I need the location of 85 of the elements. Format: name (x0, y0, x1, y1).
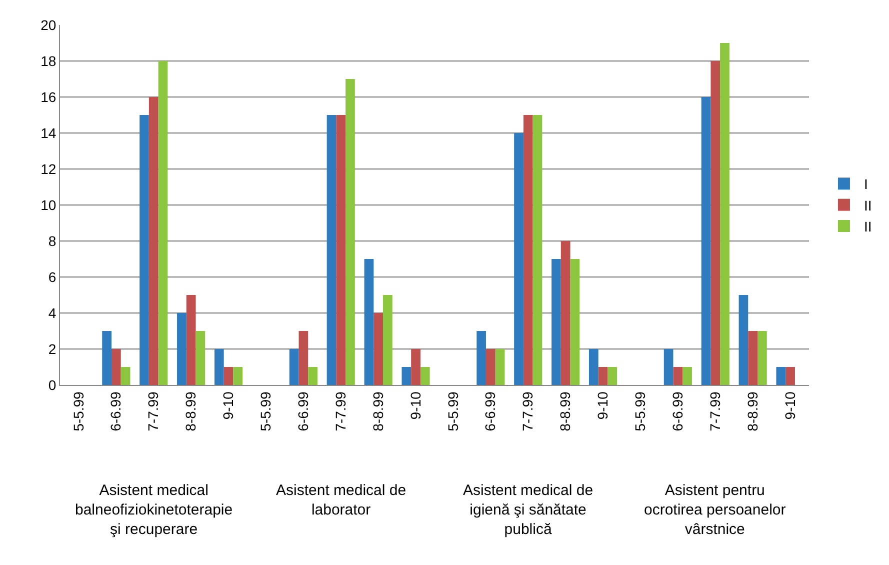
x-tick-label: 6-6.99 (669, 391, 686, 432)
bar (588, 349, 598, 385)
y-tick-label: 2 (48, 340, 56, 357)
bar (701, 97, 711, 385)
bar (748, 331, 758, 385)
bar (214, 349, 224, 385)
bar (140, 115, 149, 385)
x-tick-label: 6-6.99 (294, 391, 311, 432)
bar (111, 349, 121, 385)
x-tick-label: 8-8.99 (370, 391, 386, 432)
text: Asistent pentru ocrotirea persoanelor vârstnice (644, 482, 786, 538)
bar (326, 115, 336, 385)
text: Asistent medical balneofiziokinetoterapie şi recuperare (75, 482, 233, 538)
bar (158, 61, 168, 385)
x-tick-label: 8-8.99 (744, 391, 760, 432)
bar (570, 259, 580, 385)
bar (364, 259, 374, 385)
y-tick-label: 20 (40, 16, 56, 33)
bar (786, 367, 795, 385)
x-tick-label: 9-10 (407, 391, 424, 420)
y-tick-label: 8 (48, 232, 56, 249)
bar (120, 367, 130, 385)
bar (495, 349, 505, 385)
y-tick-label: 14 (40, 124, 56, 141)
y-tick-label: 18 (40, 52, 56, 69)
y-tick-label: 16 (40, 88, 56, 105)
bar (224, 367, 234, 385)
text: Asistent medical de laborator (276, 482, 406, 518)
x-tick-label: 9-10 (782, 391, 798, 420)
bar (738, 295, 748, 385)
bar (308, 367, 318, 385)
bar (664, 349, 674, 385)
x-tick-label: 8-8.99 (182, 391, 199, 432)
bar (682, 367, 692, 385)
x-tick-label: 7-7.99 (706, 391, 723, 432)
x-tick-label: 5-5.99 (444, 391, 461, 432)
y-tick-label: 0 (48, 376, 56, 393)
bar (514, 133, 524, 385)
x-tick-label: 7-7.99 (145, 391, 162, 432)
x-tick-label: 6-6.99 (108, 391, 124, 432)
bar (289, 349, 299, 385)
bar (673, 367, 683, 385)
bar (758, 331, 767, 385)
x-tick-label: 6-6.99 (482, 391, 498, 432)
bar (346, 79, 355, 385)
bar (710, 61, 720, 385)
x-tick-label: 5-5.99 (258, 391, 274, 432)
x-tick-label: 5-5.99 (70, 391, 86, 432)
bar (523, 115, 533, 385)
y-tick-label: 6 (48, 268, 56, 285)
bar (336, 115, 346, 385)
bar (598, 367, 608, 385)
bar (298, 331, 308, 385)
bar (776, 367, 786, 385)
bar (420, 367, 430, 385)
x-tick-label: 9-10 (220, 391, 236, 420)
x-tick-label: 9-10 (594, 391, 611, 420)
legend-label: II (864, 197, 872, 214)
x-tick-label: 5-5.99 (632, 391, 648, 432)
bar (560, 241, 570, 385)
bar (552, 259, 561, 385)
x-tick-label: 7-7.99 (520, 391, 536, 432)
bar (374, 313, 384, 385)
bar (186, 295, 196, 385)
legend-label: I (864, 176, 868, 192)
bar (148, 97, 158, 385)
bar (608, 367, 618, 385)
legend-label: II (864, 218, 872, 234)
y-tick-label: 12 (40, 160, 56, 177)
y-tick-label: 4 (48, 304, 56, 321)
bar (476, 331, 486, 385)
bar (177, 313, 186, 385)
x-tick-label: 7-7.99 (332, 391, 348, 432)
bar (196, 331, 206, 385)
bar (102, 331, 112, 385)
x-tick-label: 8-8.99 (557, 391, 574, 432)
bar (383, 295, 392, 385)
bar (233, 367, 243, 385)
bar (402, 367, 412, 385)
bar (486, 349, 496, 385)
bar (532, 115, 542, 385)
bar (720, 43, 730, 385)
y-tick-label: 10 (40, 196, 56, 213)
bar (411, 349, 420, 385)
text: Asistent medical de igienă şi sănătate publică (463, 482, 594, 538)
